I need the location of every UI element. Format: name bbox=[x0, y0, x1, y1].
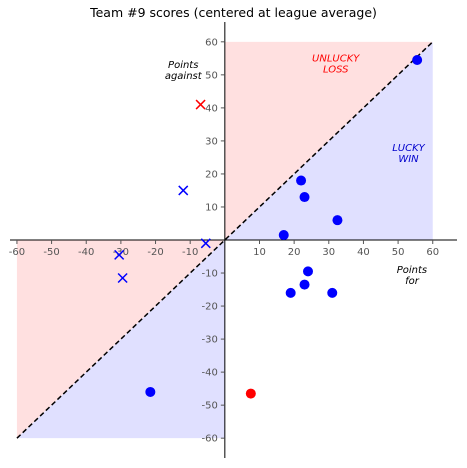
data-point-x-stroke bbox=[178, 185, 189, 196]
data-point-circle bbox=[285, 287, 296, 298]
y-tick-label: 40 bbox=[205, 103, 218, 114]
y-tick-label: -60 bbox=[201, 434, 217, 445]
x-tick-label: 20 bbox=[288, 247, 301, 258]
annotation-label: LUCKY WIN bbox=[392, 143, 425, 165]
y-tick-label: -10 bbox=[201, 269, 217, 280]
annotation-label: UNLUCKY LOSS bbox=[312, 54, 360, 76]
chart-title: Team #9 scores (centered at league avera… bbox=[89, 5, 377, 20]
region-lower-left-pink bbox=[16, 240, 225, 439]
x-tick-label: 50 bbox=[392, 247, 405, 258]
region-lucky-win bbox=[224, 41, 433, 241]
y-tick-label: 60 bbox=[205, 37, 218, 48]
x-tick-label: -50 bbox=[43, 247, 59, 258]
region-lower-left-blue bbox=[16, 240, 225, 439]
data-point-x-stroke bbox=[200, 238, 211, 249]
data-point-x-stroke bbox=[114, 249, 125, 260]
y-tick-label: -50 bbox=[201, 401, 217, 412]
data-point-x bbox=[178, 185, 189, 196]
data-point-circle bbox=[303, 266, 313, 277]
y-tick-label: 50 bbox=[205, 70, 218, 81]
data-point-circle bbox=[296, 175, 307, 186]
data-point-circle bbox=[299, 279, 310, 290]
data-point-circle bbox=[145, 386, 156, 397]
x-tick-label: -10 bbox=[182, 247, 198, 258]
data-point-circle bbox=[412, 54, 423, 65]
y-tick-label: 30 bbox=[205, 136, 218, 147]
x-tick-label: -40 bbox=[78, 247, 94, 258]
data-point-circle bbox=[327, 287, 338, 298]
y-tick-label: -20 bbox=[201, 302, 217, 313]
x-tick-label: 10 bbox=[253, 247, 266, 258]
axes-layer: -60 -50 -40 -30 -20 -10 10 20 30 40 50 60 -60 -50 -40 -… bbox=[9, 22, 457, 458]
y-tick-label: -30 bbox=[201, 335, 217, 346]
y-tick-label: -40 bbox=[201, 368, 217, 379]
data-point-x bbox=[195, 99, 206, 110]
data-point-x bbox=[117, 272, 128, 284]
data-point-x bbox=[200, 238, 211, 249]
y-tick-label: 10 bbox=[205, 202, 218, 213]
x-tick-label: -60 bbox=[9, 247, 25, 258]
data-point-circle bbox=[245, 388, 256, 399]
x-tick-label: 60 bbox=[426, 247, 439, 258]
data-point-circle bbox=[332, 215, 343, 226]
data-point-x-stroke bbox=[195, 99, 206, 110]
annotation-label: Points against bbox=[165, 60, 203, 82]
data-point-x-stroke bbox=[117, 272, 128, 284]
data-point-x bbox=[114, 249, 125, 260]
data-point-circle bbox=[278, 230, 289, 241]
region-layer bbox=[16, 41, 433, 439]
region-unlucky-loss bbox=[224, 41, 433, 241]
points-layer bbox=[114, 54, 423, 399]
data-point-circle bbox=[299, 192, 310, 203]
y-tick-label: 20 bbox=[205, 169, 218, 180]
x-tick-label: 30 bbox=[322, 247, 335, 258]
x-tick-label: 40 bbox=[357, 247, 370, 258]
x-tick-label: -20 bbox=[147, 247, 163, 258]
annotation-label: Points for bbox=[397, 265, 427, 287]
annotation-layer: Points against Points for UNLUCKY LOSS LUCKY WI… bbox=[165, 54, 427, 287]
